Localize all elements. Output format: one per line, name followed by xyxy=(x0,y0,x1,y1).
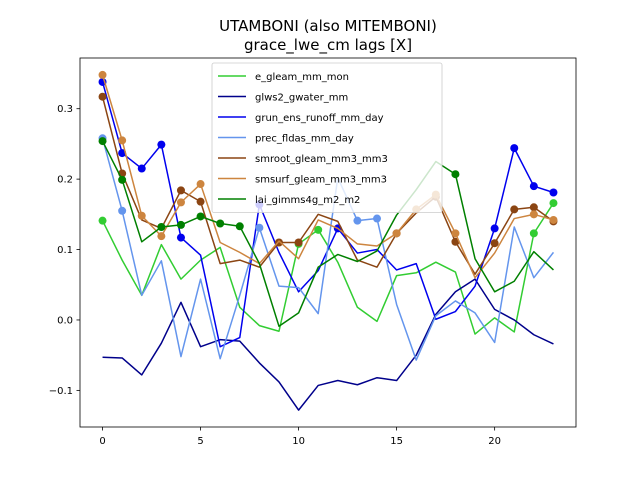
data-point-lai_gimms4g_m2_m2 xyxy=(196,212,205,221)
data-point-smsurf_gleam_mm3_mm3 xyxy=(549,215,558,224)
data-point-grun_ens_runoff_mm_day xyxy=(490,224,499,233)
x-tick-label: 15 xyxy=(390,436,403,447)
legend-label: glws2_gwater_mm xyxy=(255,93,348,104)
data-point-lai_gimms4g_m2_m2 xyxy=(216,219,225,228)
x-tick-label: 5 xyxy=(197,436,203,447)
data-point-smroot_gleam_mm3_mm3 xyxy=(490,239,499,248)
y-tick-label: −0.1 xyxy=(49,386,73,397)
data-point-grun_ens_runoff_mm_day xyxy=(549,188,558,197)
data-point-prec_fldas_mm_day xyxy=(255,223,264,232)
x-tick-label: 20 xyxy=(488,436,501,447)
series-line-smroot_gleam_mm3_mm3 xyxy=(101,96,554,275)
data-point-e_gleam_mm_mon xyxy=(314,225,323,234)
data-point-grun_ens_runoff_mm_day xyxy=(137,164,146,173)
data-point-smsurf_gleam_mm3_mm3 xyxy=(157,232,166,241)
data-point-e_gleam_mm_mon xyxy=(98,216,107,225)
data-point-smsurf_gleam_mm3_mm3 xyxy=(118,136,127,145)
data-point-smroot_gleam_mm3_mm3 xyxy=(98,92,107,101)
y-tick-label: 0.0 xyxy=(57,315,73,326)
data-point-smroot_gleam_mm3_mm3 xyxy=(196,197,205,206)
data-point-smsurf_gleam_mm3_mm3 xyxy=(176,198,185,207)
chart-title: UTAMBONI (also MITEMBONI) xyxy=(219,17,437,35)
data-point-lai_gimms4g_m2_m2 xyxy=(235,222,244,231)
data-point-smroot_gleam_mm3_mm3 xyxy=(510,205,519,214)
series-line-glws2_gwater_mm xyxy=(102,278,554,411)
data-point-prec_fldas_mm_day xyxy=(118,206,127,215)
x-tick-label: 0 xyxy=(99,436,105,447)
y-tick-label: 0.1 xyxy=(57,245,73,256)
data-point-smsurf_gleam_mm3_mm3 xyxy=(529,210,538,219)
data-point-smsurf_gleam_mm3_mm3 xyxy=(137,211,146,220)
axes-frame xyxy=(79,57,577,428)
data-point-smsurf_gleam_mm3_mm3 xyxy=(451,229,460,238)
data-point-e_gleam_mm_mon xyxy=(529,229,538,238)
data-point-lai_gimms4g_m2_m2 xyxy=(176,220,185,229)
data-point-smsurf_gleam_mm3_mm3 xyxy=(98,70,107,79)
x-tick-label: 10 xyxy=(292,436,305,447)
data-point-e_gleam_mm_mon xyxy=(549,199,558,208)
data-point-grun_ens_runoff_mm_day xyxy=(157,140,166,149)
data-point-grun_ens_runoff_mm_day xyxy=(510,144,519,153)
data-point-smroot_gleam_mm3_mm3 xyxy=(294,238,303,247)
legend: e_gleam_mm_mon glws2_gwater_mm grun_ens_ru… xyxy=(211,62,443,213)
y-tick-label: 0.2 xyxy=(57,175,73,186)
data-point-lai_gimms4g_m2_m2 xyxy=(451,170,460,179)
data-point-lai_gimms4g_m2_m2 xyxy=(118,175,127,184)
legend-box xyxy=(211,62,443,213)
data-point-grun_ens_runoff_mm_day xyxy=(118,149,127,158)
series-line-prec_fldas_mm_day xyxy=(101,138,555,361)
y-tick-label: 0.3 xyxy=(57,104,73,115)
legend-label: prec_fldas_mm_day xyxy=(255,134,354,145)
data-point-smroot_gleam_mm3_mm3 xyxy=(176,186,185,195)
legend-label: grun_ens_runoff_mm_day xyxy=(255,113,384,124)
data-point-grun_ens_runoff_mm_day xyxy=(176,233,185,242)
legend-label: e_gleam_mm_mon xyxy=(255,72,349,83)
data-point-prec_fldas_mm_day xyxy=(353,216,362,225)
data-point-smroot_gleam_mm3_mm3 xyxy=(529,203,538,212)
chart-subtitle: grace_lwe_cm lags [X] xyxy=(244,36,412,55)
data-point-smsurf_gleam_mm3_mm3 xyxy=(196,180,205,189)
data-point-prec_fldas_mm_day xyxy=(373,214,382,223)
data-point-lai_gimms4g_m2_m2 xyxy=(157,223,166,232)
data-point-grun_ens_runoff_mm_day xyxy=(529,182,538,191)
legend-label: smroot_gleam_mm3_mm3 xyxy=(255,154,388,165)
legend-label: lai_gimms4g_m2_m2 xyxy=(255,195,360,206)
data-point-smroot_gleam_mm3_mm3 xyxy=(451,237,460,246)
data-point-smsurf_gleam_mm3_mm3 xyxy=(392,229,401,238)
data-point-lai_gimms4g_m2_m2 xyxy=(98,137,107,146)
series-line-smsurf_gleam_mm3_mm3 xyxy=(101,74,554,279)
legend-label: smsurf_gleam_mm3_mm3 xyxy=(255,175,387,186)
